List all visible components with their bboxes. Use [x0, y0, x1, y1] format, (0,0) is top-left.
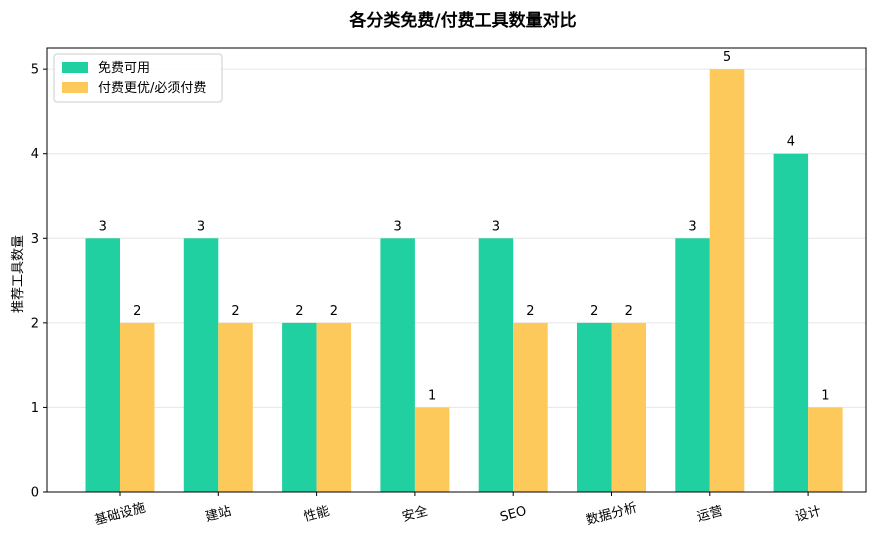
data-label: 3	[492, 219, 500, 234]
bar	[611, 322, 646, 492]
legend-box	[53, 53, 223, 103]
data-label: 2	[625, 304, 633, 319]
y-tick-label: 3	[31, 232, 39, 247]
data-label: 2	[330, 304, 338, 319]
x-tick-label: 性能	[302, 504, 331, 525]
x-tick-label: 安全	[400, 503, 429, 525]
plot-frame	[46, 47, 867, 493]
data-label: 2	[133, 304, 141, 319]
bar	[577, 322, 612, 492]
x-tick-label: SEO	[498, 504, 528, 525]
bar	[709, 69, 745, 493]
legend-label: 付费更优/必须付费	[98, 81, 206, 96]
data-label: 2	[295, 304, 303, 319]
data-label: 3	[99, 219, 107, 234]
bar	[380, 238, 415, 492]
data-labels-group: 3 3 2 3 3 2 3 4 2 2 2 1 2 2 5 1	[99, 50, 830, 403]
x-tick-label: 基础设施	[93, 501, 147, 529]
bar	[478, 238, 514, 492]
y-tick-label: 1	[31, 401, 39, 416]
data-label: 2	[231, 304, 239, 319]
legend-swatch	[62, 62, 88, 73]
data-label: 2	[590, 304, 598, 319]
x-tick-label: 设计	[794, 504, 823, 525]
bar	[282, 322, 317, 492]
data-label: 1	[821, 388, 829, 403]
y-tick-label: 5	[31, 63, 39, 78]
y-axis-ticks: 0 1 2 3 4 5	[31, 63, 47, 501]
bar	[773, 153, 809, 492]
data-label: 3	[688, 219, 696, 234]
legend-label: 免费可用	[98, 61, 150, 76]
data-label: 4	[787, 135, 795, 150]
chart-title: 各分类免费/付费工具数量对比	[348, 10, 576, 31]
bar	[675, 238, 710, 492]
x-tick-label: 数据分析	[585, 501, 639, 529]
data-label: 1	[428, 388, 436, 403]
y-tick-label: 2	[31, 316, 39, 331]
bars-group	[85, 69, 843, 493]
bar	[120, 322, 155, 492]
y-tick-label: 4	[31, 147, 39, 162]
x-tick-label: 运营	[695, 504, 724, 525]
bar	[513, 322, 548, 492]
y-tick-label: 0	[31, 486, 39, 501]
legend-swatch	[62, 82, 88, 93]
data-label: 3	[394, 219, 402, 234]
y-axis-label: 推荐工具数量	[11, 235, 26, 313]
bar	[85, 238, 120, 492]
data-label: 5	[723, 50, 731, 65]
data-label: 2	[526, 304, 534, 319]
bar	[183, 238, 219, 492]
data-label: 3	[197, 219, 205, 234]
x-axis-ticks: 基础设施 建站 性能 安全 SEO 数据分析 运营 设计	[93, 492, 823, 528]
bar	[808, 407, 843, 492]
bar	[316, 322, 352, 492]
bar	[218, 322, 253, 492]
bar	[414, 407, 450, 492]
x-tick-label: 建站	[204, 504, 233, 525]
